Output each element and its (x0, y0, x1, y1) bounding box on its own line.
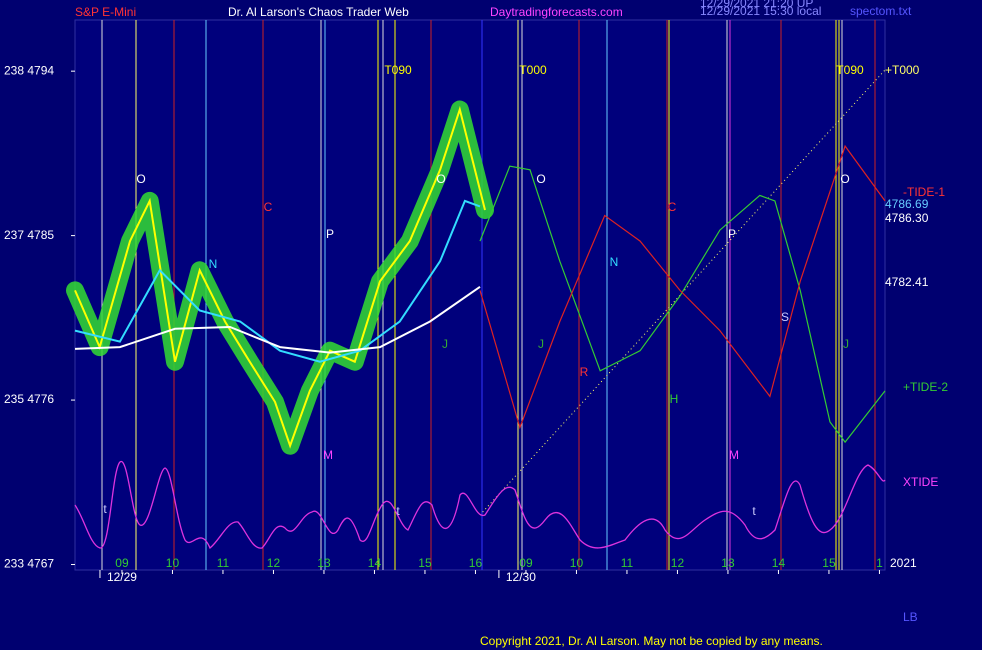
x-tick-label: 1 (876, 556, 883, 570)
cycle-label: T090 (384, 63, 412, 77)
price-label: 4782.41 (885, 275, 929, 289)
date-label: 12/29 (107, 570, 137, 584)
header-text: 12/29/2021 15:30 local (700, 4, 821, 18)
x-tick-label: 10 (570, 556, 584, 570)
cycle-label: H (670, 392, 679, 406)
cycle-label: T000 (519, 63, 547, 77)
cycle-label: M (323, 448, 333, 462)
cycle-label: J (538, 337, 544, 351)
x-tick-label: 09 (115, 556, 129, 570)
x-tick-label: 15 (418, 556, 432, 570)
series-line (74, 199, 481, 363)
cycle-label: M (729, 448, 739, 462)
curve-label: LB (903, 610, 918, 624)
series-line (479, 165, 886, 444)
xtide-curve (74, 461, 886, 550)
curve-label: +TIDE-2 (903, 380, 948, 394)
cycle-lines (101, 20, 876, 570)
x-tick-label: 13 (721, 556, 735, 570)
x-tick-label: 13 (317, 556, 331, 570)
cycle-label: t (752, 504, 756, 518)
x-tick-label: 14 (772, 556, 786, 570)
price-label: 4786.69 (885, 197, 929, 211)
cycle-label: O (436, 172, 445, 186)
cycle-label: C (668, 200, 677, 214)
curve-label: +T000 (885, 63, 920, 77)
cycle-label: N (209, 257, 218, 271)
header-text: 12/29/2021 21:20 UP (700, 0, 813, 10)
copyright: Copyright 2021, Dr. Al Larson. May not b… (480, 634, 823, 648)
series-line (74, 105, 486, 449)
cycle-label: O (536, 172, 545, 186)
curve-label: -TIDE-1 (903, 185, 945, 199)
header-text: S&P E-Mini (75, 5, 136, 19)
header-text: Daytradingforecasts.com (490, 5, 623, 19)
header-text: spectom.txt (850, 4, 912, 18)
y-tick-label: 238 4794 (4, 63, 54, 77)
x-tick-label: 12 (267, 556, 281, 570)
cycle-label: N (610, 255, 619, 269)
header-text: Dr. Al Larson's Chaos Trader Web (228, 5, 409, 19)
cycle-label: O (136, 172, 145, 186)
y-tick-label: 237 4785 (4, 228, 54, 242)
cycle-label: t (103, 502, 107, 516)
date-label: 12/30 (506, 570, 536, 584)
cycle-label: J (843, 337, 849, 351)
price-label: 4786.30 (885, 211, 929, 225)
x-tick-label: 11 (621, 556, 634, 570)
curve-label: XTIDE (903, 475, 938, 489)
cycle-label: P (728, 227, 736, 241)
x-tick-label: 15 (822, 556, 836, 570)
x-tick-label: 16 (469, 556, 483, 570)
curve-label: 2021 (890, 556, 917, 570)
cycle-label: R (580, 365, 589, 379)
series-group (66, 100, 886, 455)
x-tick-label: 10 (166, 556, 180, 570)
cycle-label: O (840, 172, 849, 186)
cycle-label: P (326, 227, 334, 241)
x-tick-label: 12 (671, 556, 685, 570)
y-tick-label: 233 4767 (4, 557, 54, 571)
cycle-label: J (442, 337, 448, 351)
cycle-label: C (264, 200, 273, 214)
x-tick-label: 09 (519, 556, 533, 570)
y-tick-label: 235 4776 (4, 392, 54, 406)
cycle-label: t (396, 504, 400, 518)
cycle-label: T090 (836, 63, 864, 77)
series-line (479, 144, 886, 430)
cycle-label: S (781, 310, 789, 324)
series-line (74, 285, 481, 354)
x-tick-label: 14 (368, 556, 382, 570)
x-tick-label: 11 (217, 556, 230, 570)
